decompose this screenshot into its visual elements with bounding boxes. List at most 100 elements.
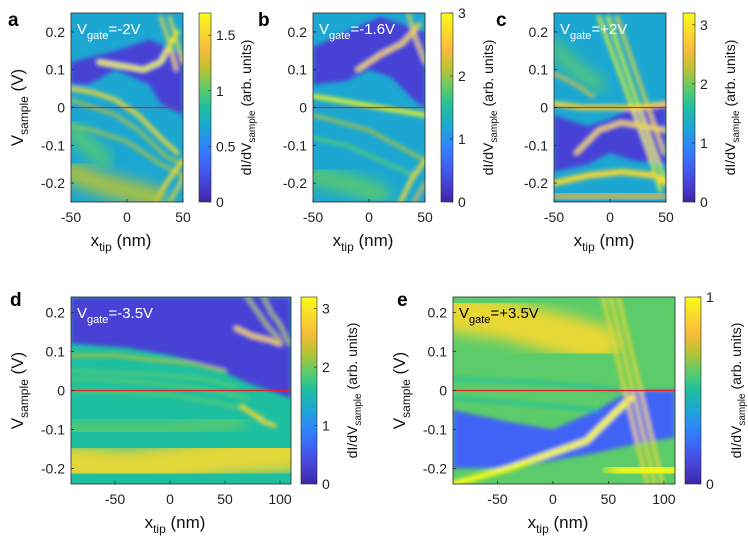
y-tick-label: 0 bbox=[439, 383, 447, 399]
y-tick-label: -0.2 bbox=[283, 175, 307, 191]
x-tick-label: -50 bbox=[544, 209, 564, 225]
colorbar-tick-label: 1.5 bbox=[216, 27, 236, 43]
y-tick-label: -0.2 bbox=[41, 175, 65, 191]
glow-region-1 bbox=[71, 122, 113, 169]
y-tick-label: 0 bbox=[57, 383, 65, 399]
glow-region-1 bbox=[554, 187, 666, 202]
y-axis-label: Vsample (V) bbox=[8, 69, 31, 146]
colorbar-tick-label: 2 bbox=[700, 76, 708, 92]
colorbar-tick-label: 1 bbox=[706, 289, 714, 305]
gate-voltage-label: Vgate=-2V bbox=[77, 21, 141, 42]
y-tick-label: 0.1 bbox=[428, 344, 448, 360]
x-tick-label: 100 bbox=[652, 491, 676, 507]
y-tick-label: -0.1 bbox=[283, 137, 307, 153]
spectral-feature-4 bbox=[159, 15, 178, 72]
spectral-feature-5 bbox=[168, 15, 183, 64]
heatmap-d bbox=[71, 297, 291, 484]
colorbar-tick-label: 2 bbox=[458, 68, 466, 84]
y-tick-label: 0.1 bbox=[529, 62, 549, 78]
x-axis-label: xtip (nm) bbox=[528, 513, 589, 536]
x-tick-label: 0 bbox=[606, 209, 614, 225]
panel-letter: c bbox=[496, 10, 507, 31]
colorbar-tick-label: 1 bbox=[322, 418, 330, 434]
glow-region-0 bbox=[554, 40, 606, 92]
y-tick-label: 0.2 bbox=[529, 24, 549, 40]
colorbar bbox=[684, 296, 702, 485]
glow-region-0 bbox=[453, 297, 618, 364]
spectral-feature-7 bbox=[262, 297, 291, 346]
panel-letter: d bbox=[10, 290, 22, 311]
spectral-feature-6 bbox=[245, 297, 282, 342]
gap-region bbox=[71, 39, 183, 116]
gap-region bbox=[554, 99, 666, 172]
y-axis-label-group: Vsample (V) bbox=[8, 69, 31, 146]
colorbar bbox=[198, 12, 212, 203]
gate-voltage-label: Vgate=+2V bbox=[560, 21, 627, 42]
panel-letter: a bbox=[8, 10, 19, 31]
gate-voltage-label: Vgate=+3.5V bbox=[459, 305, 539, 326]
x-axis-label: xtip (nm) bbox=[145, 513, 206, 536]
y-axis-label-group: Vsample (V) bbox=[8, 352, 31, 429]
x-tick-label: 0 bbox=[549, 491, 557, 507]
colorbar-label: dI/dVsample (arb. units) bbox=[728, 323, 748, 459]
colorbar-label-group: dI/dVsample (arb. units) bbox=[344, 323, 364, 459]
spectral-feature-0 bbox=[453, 395, 634, 484]
colorbar-label-group: dI/dVsample (arb. units) bbox=[728, 323, 748, 459]
spectral-feature-2 bbox=[313, 136, 416, 177]
spectral-feature-0 bbox=[313, 94, 425, 118]
y-tick-label: 0 bbox=[57, 100, 65, 116]
colorbar-label: dI/dVsample (arb. units) bbox=[722, 40, 742, 176]
y-tick-label: 0.2 bbox=[46, 24, 66, 40]
spectral-feature-1 bbox=[71, 98, 183, 166]
y-axis-label-group: Vsample (V) bbox=[390, 352, 413, 429]
colorbar-label: dI/dVsample (arb. units) bbox=[480, 40, 500, 176]
x-tick-label: 50 bbox=[217, 491, 233, 507]
y-tick-label: -0.1 bbox=[41, 137, 65, 153]
x-tick-label: 0 bbox=[365, 209, 373, 225]
spectral-feature-7 bbox=[168, 174, 183, 202]
heatmap-a bbox=[71, 13, 183, 202]
spectral-feature-1 bbox=[71, 369, 238, 389]
spectral-feature-5 bbox=[239, 404, 277, 428]
colorbar-tick-label: 1 bbox=[216, 83, 224, 99]
gap-region bbox=[71, 297, 291, 399]
colorbar-tick-label: 0 bbox=[700, 194, 708, 210]
y-tick-label: 0.2 bbox=[428, 305, 448, 321]
spectral-feature-5 bbox=[554, 168, 666, 187]
colorbar-label-group: dI/dVsample (arb. units) bbox=[722, 40, 742, 176]
y-axis-label: Vsample (V) bbox=[8, 352, 31, 429]
panel-c: 0.2 0.1 0 -0.1 -0.2 -50 0 50 xtip (nm) Vgate=+2V c… bbox=[496, 10, 742, 254]
x-tick-label: 50 bbox=[417, 209, 433, 225]
colorbar-tick-label: 0 bbox=[706, 476, 714, 492]
spectral-feature-2 bbox=[71, 377, 249, 400]
x-tick-label: -50 bbox=[303, 209, 323, 225]
colorbar-tick-label: 1 bbox=[700, 135, 708, 151]
x-tick-label: 0 bbox=[166, 491, 174, 507]
y-tick-label: 0 bbox=[540, 100, 548, 116]
colorbar-label: dI/dVsample (arb. units) bbox=[344, 323, 364, 459]
glow-region-0 bbox=[71, 160, 166, 202]
y-tick-label: -0.2 bbox=[524, 175, 548, 191]
colorbar-tick-label: 0 bbox=[216, 194, 224, 210]
spectral-feature-5 bbox=[398, 158, 425, 202]
y-tick-label: 0 bbox=[299, 100, 307, 116]
glow-region-1 bbox=[605, 454, 675, 484]
colorbar-label-group: dI/dVsample (arb. units) bbox=[480, 40, 500, 176]
glow-region-0 bbox=[71, 432, 291, 484]
panel-b: 0.2 0.1 0 -0.1 -0.2 -50 0 50 xtip (nm) Vgate=-1.6… bbox=[258, 5, 500, 254]
panel-letter: e bbox=[397, 290, 408, 311]
y-tick-label: -0.1 bbox=[41, 421, 65, 437]
colorbar-label: dI/dVsample (arb. units) bbox=[238, 40, 258, 176]
spectral-feature-1 bbox=[313, 113, 425, 162]
colorbar-tick-label: 0 bbox=[458, 194, 466, 210]
colorbar bbox=[440, 12, 454, 203]
spectral-feature-4 bbox=[234, 326, 282, 346]
spectral-feature-4 bbox=[453, 377, 621, 392]
y-tick-label: 0.1 bbox=[288, 62, 308, 78]
colorbar-tick-label: 3 bbox=[700, 17, 708, 33]
x-axis-label: xtip (nm) bbox=[91, 231, 152, 254]
colorbar-tick-label: 1 bbox=[458, 131, 466, 147]
heatmap-e bbox=[453, 297, 675, 484]
y-tick-label: 0.2 bbox=[288, 24, 308, 40]
